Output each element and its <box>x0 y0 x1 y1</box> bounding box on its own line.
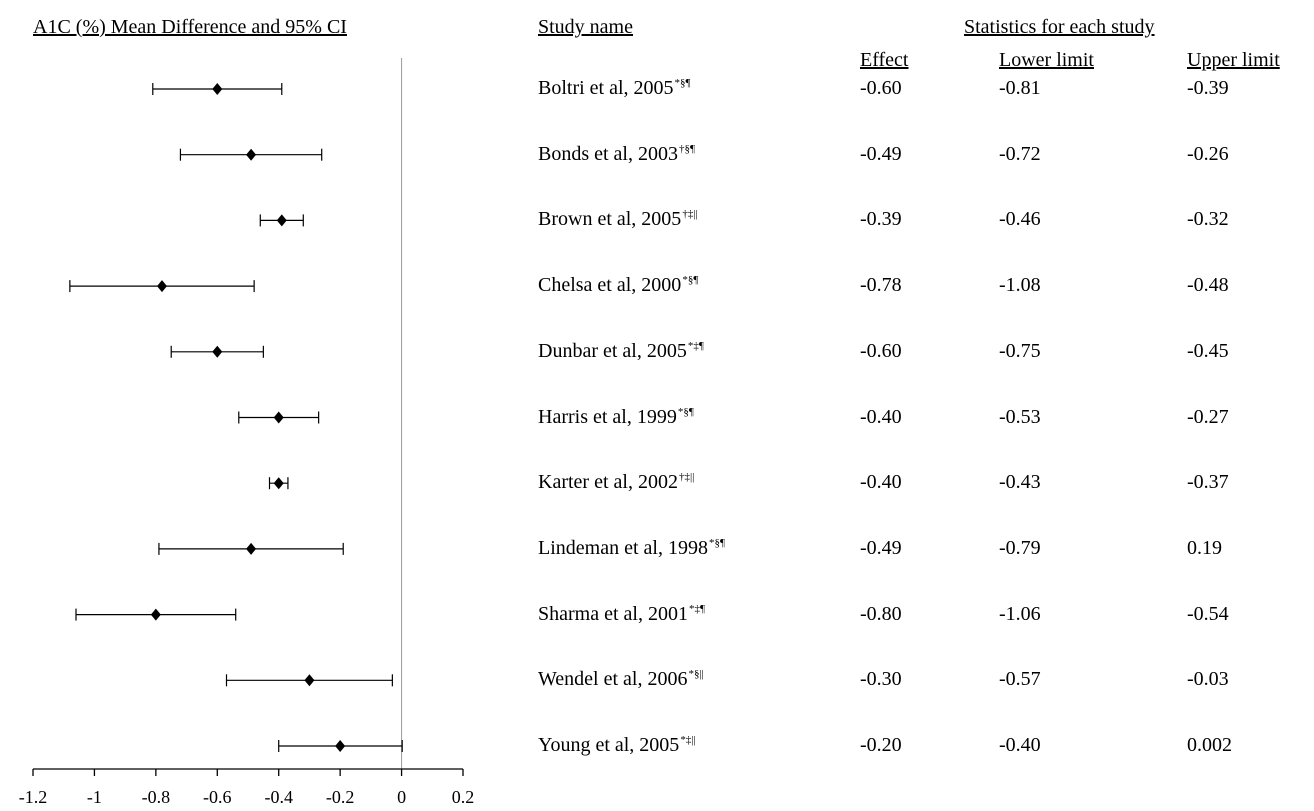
effect-point <box>246 149 256 161</box>
effect-point <box>212 346 222 358</box>
x-tick-label: -0.2 <box>326 787 355 807</box>
lower-limit-value: -0.75 <box>999 341 1041 361</box>
study-name-text: Boltri et al, 2005 <box>538 77 674 99</box>
effect-point <box>246 543 256 555</box>
lower-limit-value: -0.40 <box>999 735 1041 755</box>
study-name-text: Harris et al, 1999 <box>538 406 677 428</box>
effect-value: -0.49 <box>860 538 902 558</box>
study-name-text: Dunbar et al, 2005 <box>538 340 687 362</box>
study-name: Brown et al, 2005†‡|| <box>538 209 698 229</box>
study-footnote-marks: *§¶ <box>675 77 691 89</box>
x-tick-label: -0.4 <box>264 787 293 807</box>
study-footnote-marks: †‡|| <box>682 208 697 220</box>
effect-point <box>335 740 345 752</box>
upper-limit-value: -0.03 <box>1187 669 1229 689</box>
study-name: Chelsa et al, 2000*§¶ <box>538 275 698 295</box>
lower-limit-value: -0.46 <box>999 209 1041 229</box>
effect-point <box>277 214 287 226</box>
upper-limit-value: -0.32 <box>1187 209 1229 229</box>
upper-limit-value: 0.19 <box>1187 538 1222 558</box>
study-name-text: Bonds et al, 2003 <box>538 143 678 165</box>
study-name-text: Brown et al, 2005 <box>538 208 681 230</box>
effect-value: -0.49 <box>860 144 902 164</box>
upper-limit-value: -0.45 <box>1187 341 1229 361</box>
lower-limit-value: -0.57 <box>999 669 1041 689</box>
study-footnote-marks: *§|| <box>688 668 703 680</box>
upper-limit-value: -0.54 <box>1187 604 1229 624</box>
effect-value: -0.60 <box>860 341 902 361</box>
study-name: Bonds et al, 2003†§¶ <box>538 144 695 164</box>
lower-limit-value: -0.79 <box>999 538 1041 558</box>
study-name-text: Chelsa et al, 2000 <box>538 274 681 296</box>
lower-limit-value: -0.53 <box>999 407 1041 427</box>
study-footnote-marks: †‡|| <box>679 471 694 483</box>
upper-limit-value: -0.27 <box>1187 407 1229 427</box>
x-tick-label: -0.6 <box>203 787 232 807</box>
effect-value: -0.40 <box>860 472 902 492</box>
effect-point <box>151 609 161 621</box>
study-footnote-marks: *‡¶ <box>688 340 704 352</box>
effect-point <box>157 280 167 292</box>
study-name-text: Sharma et al, 2001 <box>538 603 688 625</box>
effect-value: -0.40 <box>860 407 902 427</box>
study-name: Wendel et al, 2006*§|| <box>538 669 704 689</box>
study-footnote-marks: *§¶ <box>709 537 725 549</box>
study-name-text: Young et al, 2005 <box>538 734 679 756</box>
effect-value: -0.80 <box>860 604 902 624</box>
study-name-text: Lindeman et al, 1998 <box>538 537 708 559</box>
upper-limit-value: -0.39 <box>1187 78 1229 98</box>
study-name: Sharma et al, 2001*‡¶ <box>538 604 705 624</box>
effect-value: -0.30 <box>860 669 902 689</box>
x-tick-label: -0.8 <box>142 787 171 807</box>
effect-point <box>274 477 284 489</box>
x-tick-label: 0.2 <box>452 787 475 807</box>
study-name: Dunbar et al, 2005*‡¶ <box>538 341 704 361</box>
study-name: Young et al, 2005*‡|| <box>538 735 696 755</box>
lower-limit-value: -0.43 <box>999 472 1041 492</box>
study-footnote-marks: *‡|| <box>680 734 695 746</box>
lower-limit-value: -1.06 <box>999 604 1041 624</box>
upper-limit-value: 0.002 <box>1187 735 1232 755</box>
study-footnote-marks: *§¶ <box>678 406 694 418</box>
effect-value: -0.78 <box>860 275 902 295</box>
effect-value: -0.20 <box>860 735 902 755</box>
lower-limit-value: -1.08 <box>999 275 1041 295</box>
upper-limit-value: -0.26 <box>1187 144 1229 164</box>
x-tick-label: -1.2 <box>19 787 48 807</box>
effect-value: -0.39 <box>860 209 902 229</box>
x-tick-label: -1 <box>87 787 102 807</box>
effect-value: -0.60 <box>860 78 902 98</box>
upper-limit-value: -0.37 <box>1187 472 1229 492</box>
study-footnote-marks: †§¶ <box>679 143 695 155</box>
effect-point <box>304 674 314 686</box>
study-name: Harris et al, 1999*§¶ <box>538 407 694 427</box>
study-name-text: Karter et al, 2002 <box>538 471 678 493</box>
study-name: Karter et al, 2002†‡|| <box>538 472 694 492</box>
lower-limit-value: -0.72 <box>999 144 1041 164</box>
upper-limit-value: -0.48 <box>1187 275 1229 295</box>
study-footnote-marks: *§¶ <box>682 274 698 286</box>
study-name-text: Wendel et al, 2006 <box>538 668 687 690</box>
lower-limit-value: -0.81 <box>999 78 1041 98</box>
x-tick-label: 0 <box>397 787 406 807</box>
effect-point <box>274 412 284 424</box>
study-footnote-marks: *‡¶ <box>689 603 705 615</box>
effect-point <box>212 83 222 95</box>
study-name: Lindeman et al, 1998*§¶ <box>538 538 725 558</box>
study-name: Boltri et al, 2005*§¶ <box>538 78 691 98</box>
